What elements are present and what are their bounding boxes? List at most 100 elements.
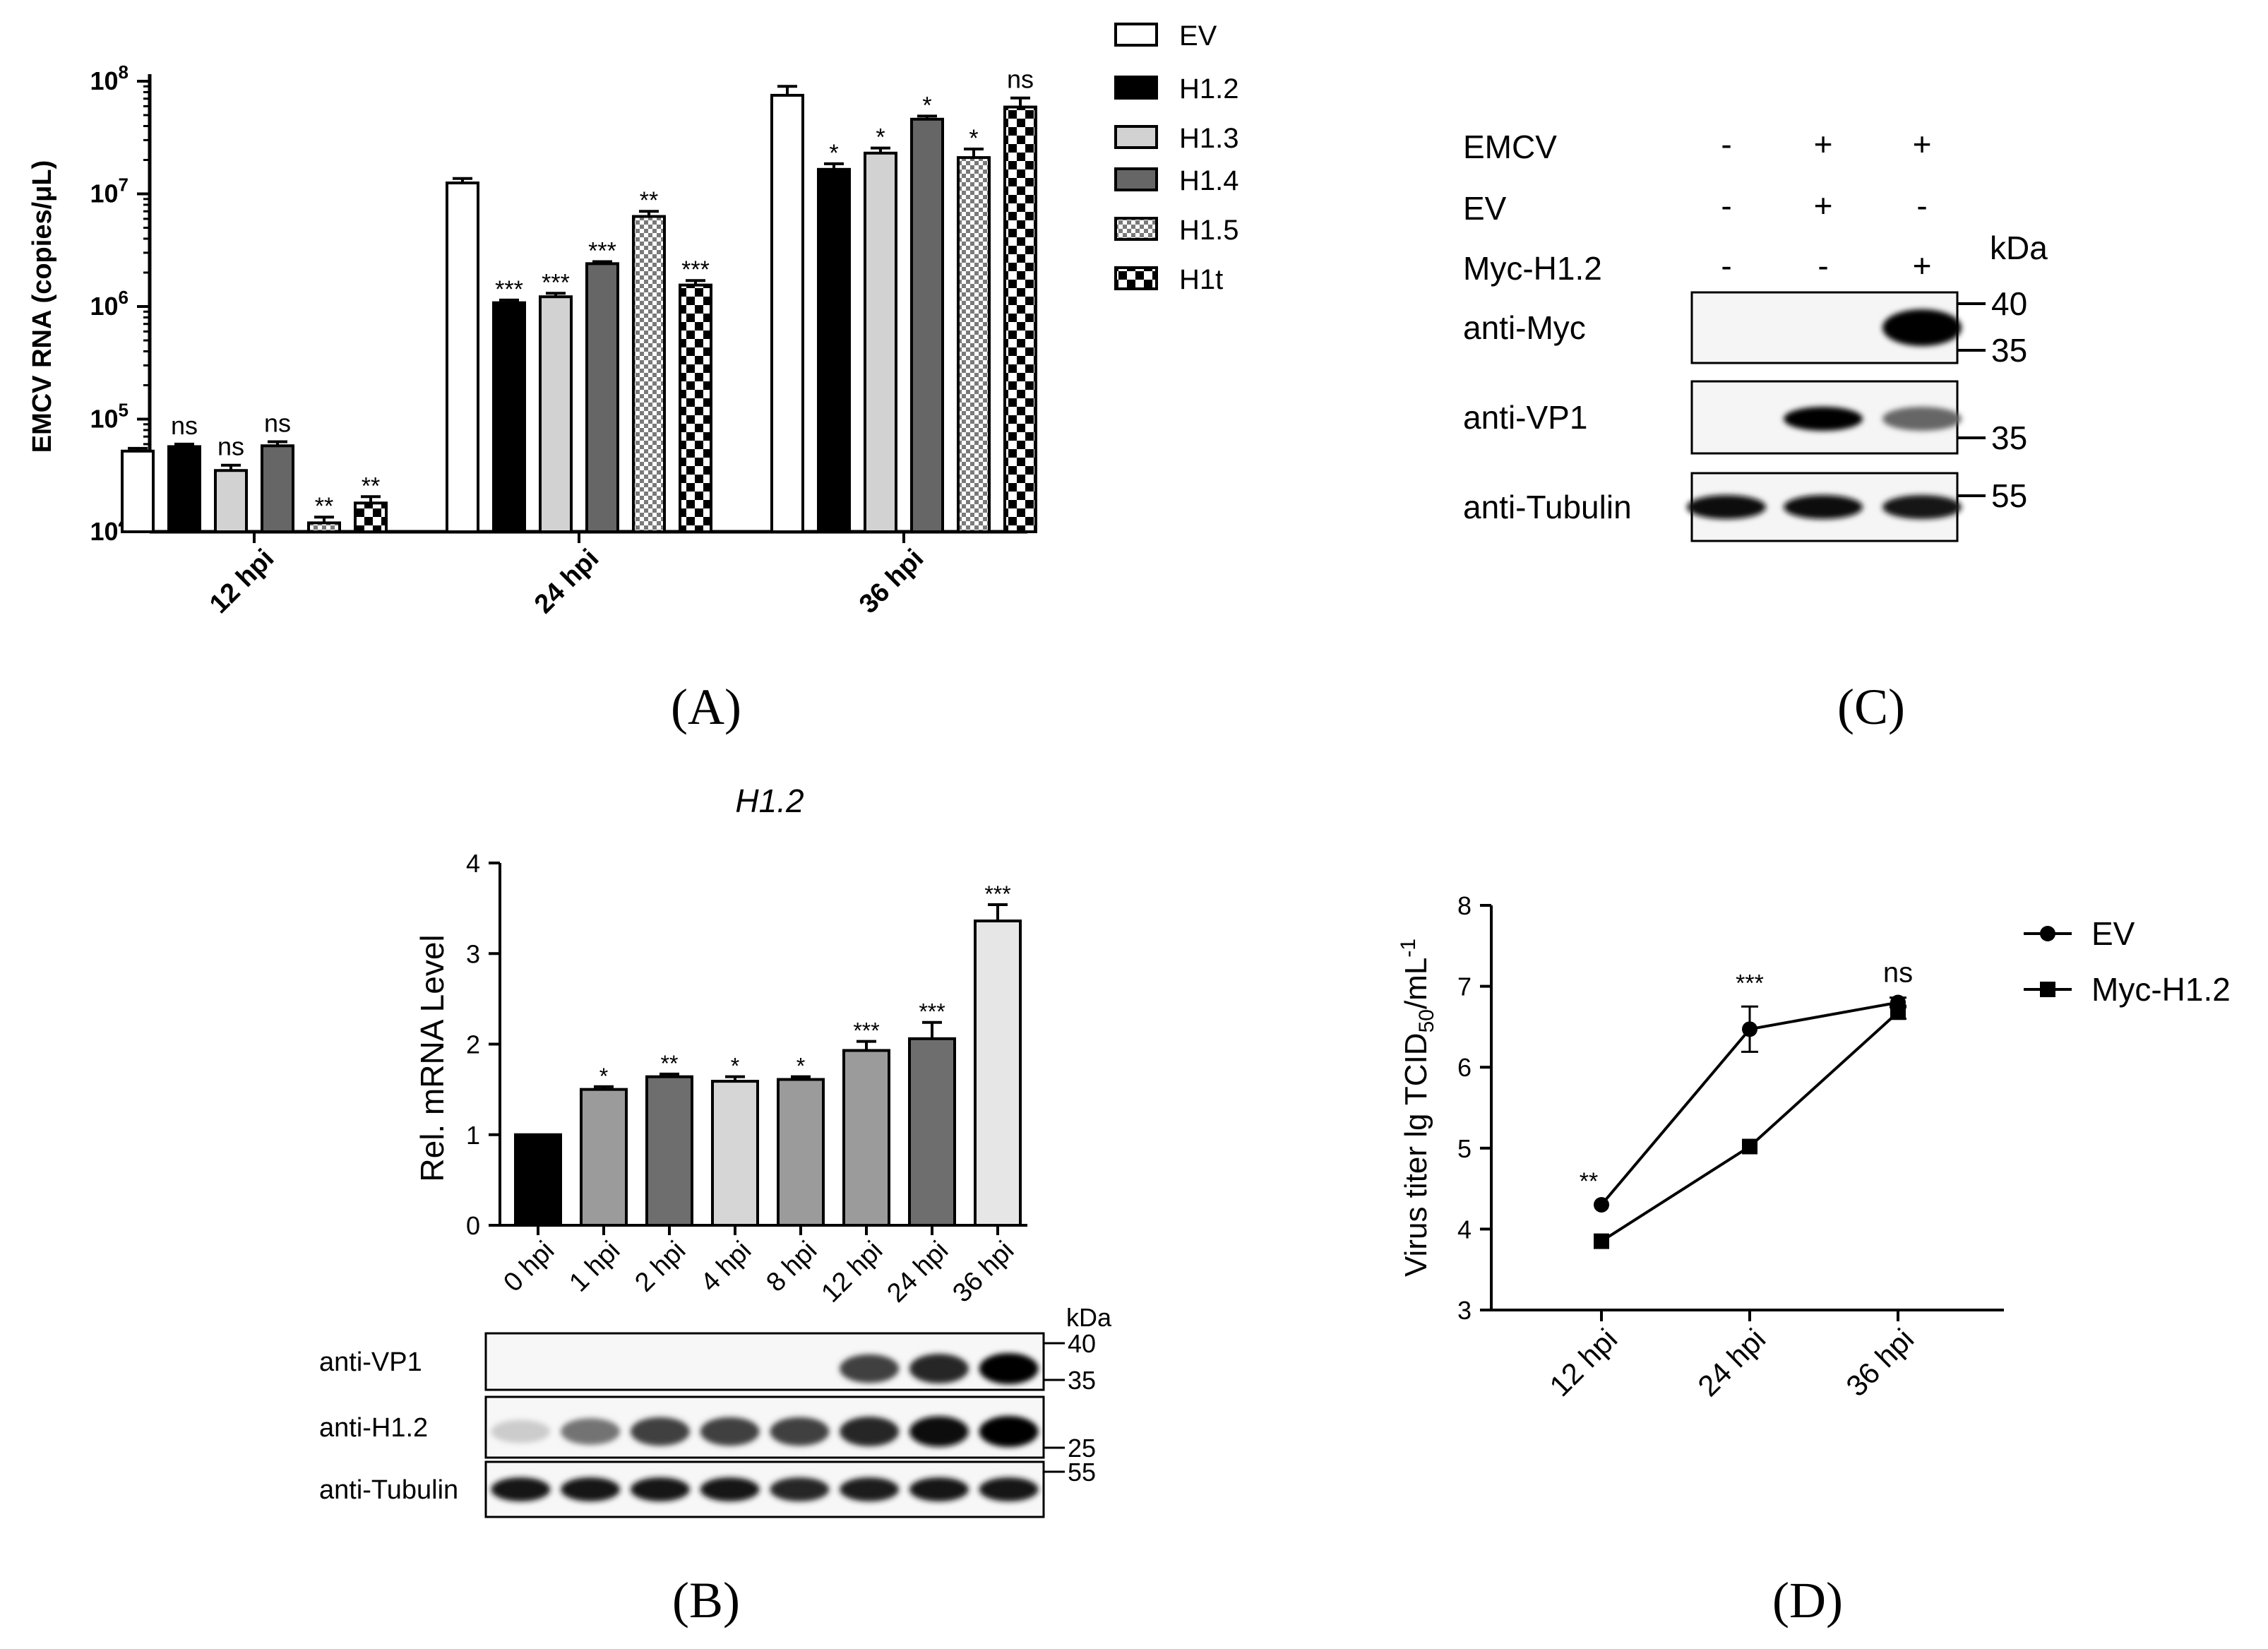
x-tick-label: 0 hpi xyxy=(498,1236,560,1298)
blot-band xyxy=(770,1477,830,1501)
blot-band xyxy=(1882,309,1962,346)
data-point xyxy=(1890,1004,1906,1020)
significance-label: *** xyxy=(919,999,945,1025)
x-tick-label-group: 4 hpi xyxy=(695,1236,757,1298)
panel-d-caption: (D) xyxy=(1772,1572,1843,1629)
blot-row-label: anti-Tubulin xyxy=(319,1475,458,1505)
bar xyxy=(1003,105,1037,533)
bar xyxy=(679,283,712,533)
blot-band xyxy=(909,1477,969,1501)
y-tick-label: 4 xyxy=(1457,1215,1472,1244)
data-point xyxy=(1742,1138,1757,1155)
significance-label: ns xyxy=(264,409,291,438)
legend-label: EV xyxy=(1179,20,1217,52)
legend-marker xyxy=(2040,926,2055,941)
x-tick-label-group: 36 hpi xyxy=(947,1236,1020,1309)
blot-band xyxy=(1784,495,1863,519)
significance-label: ns xyxy=(171,411,198,440)
x-tick-label: 36 hpi xyxy=(947,1236,1020,1309)
data-point xyxy=(1594,1233,1609,1249)
significance-label: ** xyxy=(661,1051,679,1076)
blot-condition-label: EV xyxy=(1463,190,1507,227)
blot-band xyxy=(491,1419,551,1443)
legend-label: Myc-H1.2 xyxy=(2091,971,2231,1008)
x-tick-label-group: 12 hpi xyxy=(204,544,280,619)
bar xyxy=(632,215,666,533)
bar xyxy=(354,501,388,534)
y-axis-label: Virus titer lg TCID50/mL-1 xyxy=(1397,939,1438,1277)
y-tick-label: 3 xyxy=(466,939,480,968)
blot-marker-label: 35 xyxy=(1991,419,2027,456)
blot-band xyxy=(840,1417,900,1446)
significance-label: * xyxy=(796,1054,805,1079)
blot-unit: kDa xyxy=(1990,230,2048,266)
blot-marker-label: 40 xyxy=(1991,285,2027,322)
y-tick-label: 4 xyxy=(466,849,480,878)
panel-a-bar-chart: 104105106107108EMCV RNA (copies/μL)ns***… xyxy=(28,20,1239,619)
blot-condition-value: + xyxy=(1913,126,1932,162)
x-tick-label-group: 8 hpi xyxy=(760,1236,823,1298)
y-tick-label: 107 xyxy=(90,174,129,208)
blot-band xyxy=(1882,407,1962,431)
bar xyxy=(307,521,341,534)
x-tick-label: 12 hpi xyxy=(816,1236,888,1309)
legend-label: H1t xyxy=(1179,264,1223,295)
x-tick-label: 4 hpi xyxy=(695,1236,757,1298)
x-tick-label-group: 24 hpi xyxy=(881,1236,954,1309)
significance-label: ** xyxy=(315,493,333,520)
bar xyxy=(777,1078,825,1227)
bar xyxy=(514,1133,562,1227)
bar xyxy=(492,301,526,533)
legend-swatch xyxy=(1114,217,1158,241)
bar xyxy=(711,1080,759,1227)
blot-band xyxy=(1882,495,1962,519)
blot-band xyxy=(1687,495,1766,519)
significance-label: *** xyxy=(1736,970,1764,996)
panel-c-western-blot: EMCV - + + EV - + - Myc-H1.2 - - + kDa anti-Myc 40 35 an… xyxy=(1463,126,2048,542)
x-tick-label-group: 36 hpi xyxy=(854,544,929,619)
chart-title: H1.2 xyxy=(735,782,804,819)
bar xyxy=(167,445,201,534)
bar xyxy=(910,117,944,534)
blot-row-label: anti-Myc xyxy=(1463,309,1586,346)
significance-label: ** xyxy=(640,187,658,214)
x-tick-label-group: 2 hpi xyxy=(629,1236,691,1298)
blot-band xyxy=(840,1354,900,1383)
x-tick-label-group: 1 hpi xyxy=(563,1236,626,1298)
legend-label: H1.2 xyxy=(1179,73,1239,105)
blot-band xyxy=(491,1477,551,1501)
bar xyxy=(585,262,619,533)
blot-marker-label: 55 xyxy=(1068,1458,1096,1487)
bar xyxy=(817,167,851,533)
bar xyxy=(539,295,573,533)
panel-d-line-chart: 3 4 5 6 7 8 Virus titer lg TCID50/mL-1 12 hpi 24… xyxy=(1397,891,2231,1403)
blot-band xyxy=(700,1477,760,1501)
y-tick-label: 7 xyxy=(1457,972,1472,1001)
bar xyxy=(974,919,1022,1227)
bar xyxy=(864,151,897,534)
blot-condition-value: - xyxy=(1721,247,1731,284)
blot-marker-label: 35 xyxy=(1068,1366,1096,1395)
legend-swatch xyxy=(1114,167,1158,191)
x-tick-label: 24 hpi xyxy=(1691,1322,1772,1403)
blot-band xyxy=(979,1477,1039,1501)
significance-label: *** xyxy=(588,238,616,265)
bar xyxy=(957,156,991,533)
x-tick-label-group: 24 hpi xyxy=(529,544,604,619)
blot-condition-value: + xyxy=(1814,187,1833,224)
x-tick-label-group: 24 hpi xyxy=(1691,1322,1772,1403)
blot-band xyxy=(561,1477,621,1501)
legend-label: H1.3 xyxy=(1179,123,1239,154)
data-point xyxy=(1742,1021,1757,1037)
blot-band xyxy=(770,1417,830,1446)
x-tick-label: 36 hpi xyxy=(1839,1322,1920,1403)
x-tick-label-group: 36 hpi xyxy=(1839,1322,1920,1403)
blot-band xyxy=(979,1416,1039,1447)
panel-c-caption: (C) xyxy=(1837,679,1905,735)
blot-band xyxy=(979,1353,1039,1384)
legend-swatch xyxy=(1114,125,1158,149)
legend-label: H1.5 xyxy=(1179,215,1239,246)
